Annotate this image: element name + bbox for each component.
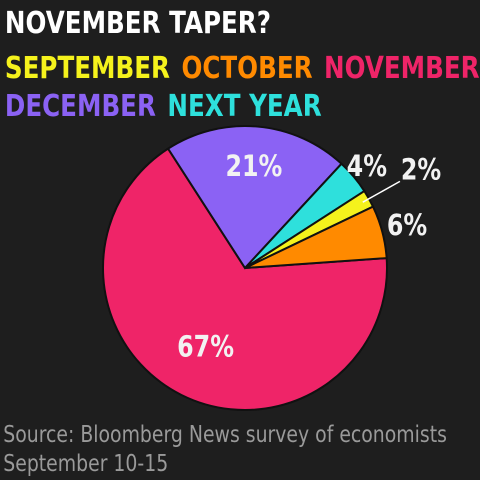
legend-entry: NOVEMBER — [324, 52, 480, 86]
chart-title: NOVEMBER TAPER? — [5, 7, 271, 41]
value-label: 6% — [387, 209, 427, 243]
leader-line — [362, 180, 401, 203]
value-label: 21% — [225, 150, 282, 184]
label-group: 67% — [177, 330, 234, 364]
legend: SEPTEMBER OCTOBER NOVEMBER DECEMBER NEXT YEA… — [5, 52, 480, 124]
value-label: 2% — [401, 153, 441, 187]
source: Source: Bloomberg News survey of economi… — [3, 420, 447, 447]
label-group: 21% — [225, 150, 282, 184]
label-group: 2% — [401, 153, 441, 187]
legend-entry: OCTOBER — [181, 52, 312, 86]
label-group: 6% — [387, 209, 427, 243]
pie-slice — [244, 205, 388, 269]
legend-entry: NEXT YEAR — [167, 90, 321, 124]
source-group: Source: Bloomberg News survey of economi… — [3, 420, 447, 476]
pie-slice — [166, 125, 343, 270]
value-label: 67% — [177, 330, 234, 364]
source: September 10-15 — [3, 449, 168, 476]
pie-slice — [102, 147, 388, 411]
legend-entry: SEPTEMBER — [5, 52, 170, 86]
pie: 67% 21% 4% 2% 6% — [102, 125, 441, 411]
value-label: 4% — [347, 150, 387, 184]
label-group: 4% — [347, 150, 387, 184]
title-group: NOVEMBER TAPER? — [5, 7, 271, 41]
legend-entry: DECEMBER — [5, 90, 156, 124]
